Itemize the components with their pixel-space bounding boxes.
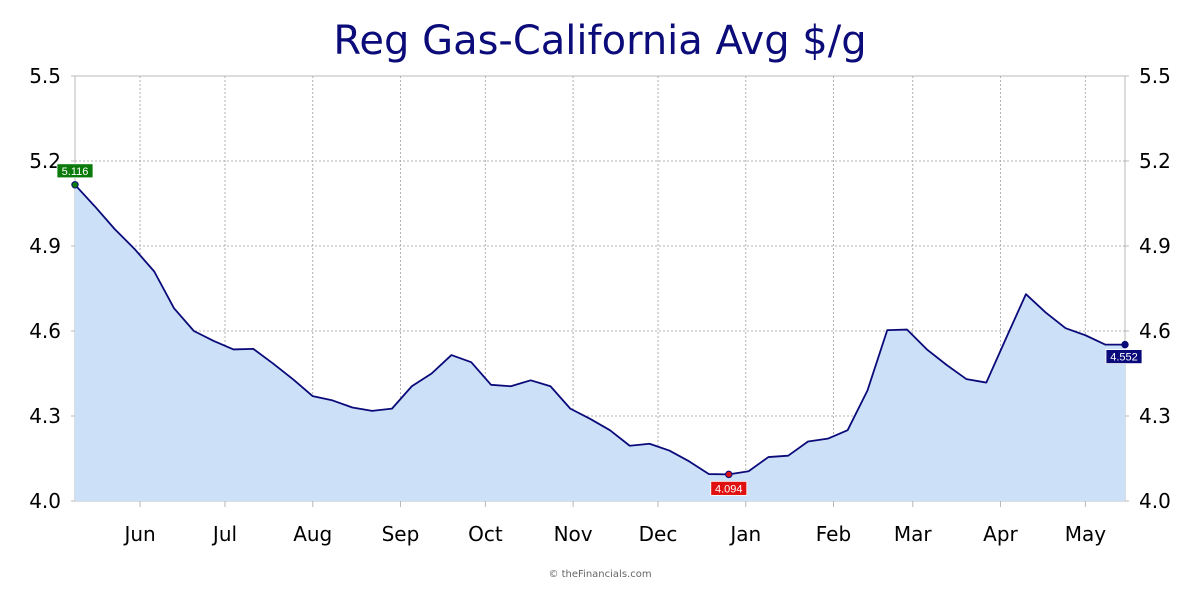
x-tick-label: Apr	[983, 522, 1018, 546]
y-tick-label-right: 4.6	[1139, 319, 1171, 343]
y-tick-label-left: 5.2	[29, 149, 61, 173]
y-tick-label-left: 4.6	[29, 319, 61, 343]
chart-title: Reg Gas-California Avg $/g	[333, 18, 867, 64]
min-point-marker	[725, 470, 733, 479]
y-tick-label-right: 4.3	[1139, 404, 1171, 428]
marker-layer	[71, 181, 1129, 479]
x-tick-label: Nov	[554, 522, 593, 546]
series-line	[74, 184, 1125, 476]
x-tick-label: Dec	[639, 522, 678, 546]
y-tick-label-right: 5.2	[1139, 149, 1171, 173]
area-fill	[75, 184, 1125, 502]
label-layer: 5.116 4.094 4.552	[56, 163, 1143, 496]
x-tick-label: Aug	[293, 522, 332, 546]
y-tick-label-right: 4.9	[1139, 234, 1171, 258]
y-tick-label-left: 4.9	[29, 234, 61, 258]
x-tick-label: Jun	[122, 522, 155, 546]
credit-text: © theFinancials.com	[548, 569, 652, 580]
x-tick-label: May	[1065, 522, 1107, 546]
end-point-marker	[1121, 340, 1129, 349]
callout-box	[1105, 349, 1143, 365]
x-tick-label: Oct	[468, 522, 503, 546]
end-value-callout: 4.552	[1105, 349, 1143, 365]
callout-box	[710, 480, 748, 496]
y-tick-label-left: 4.3	[29, 404, 61, 428]
callout-label: 4.094	[715, 483, 743, 495]
x-tick-label: Sep	[382, 522, 420, 546]
callout-box	[56, 163, 94, 179]
y-tick-label-left: 5.5	[29, 64, 61, 88]
start-point-marker	[71, 181, 79, 189]
axis-layer: 4.0 4.0 4.3 4.3 4.6 4.6 4.9 4.9 5.2 5.2 5.5 5.5 Jun J…	[29, 64, 1171, 546]
start-value-callout: 5.116	[56, 163, 94, 179]
callout-label: 5.116	[62, 166, 89, 178]
callout-label: 4.552	[1110, 352, 1138, 364]
y-tick-label-right: 5.5	[1139, 64, 1171, 88]
y-tick-label-right: 4.0	[1139, 489, 1171, 513]
y-tick-label-left: 4.0	[29, 489, 61, 513]
area-layer	[74, 184, 1125, 502]
min-value-callout: 4.094	[710, 480, 748, 496]
x-tick-label: Jul	[211, 522, 237, 546]
x-tick-label: Mar	[894, 522, 933, 546]
x-tick-label: Jan	[728, 522, 761, 546]
x-tick-label: Feb	[816, 522, 851, 546]
